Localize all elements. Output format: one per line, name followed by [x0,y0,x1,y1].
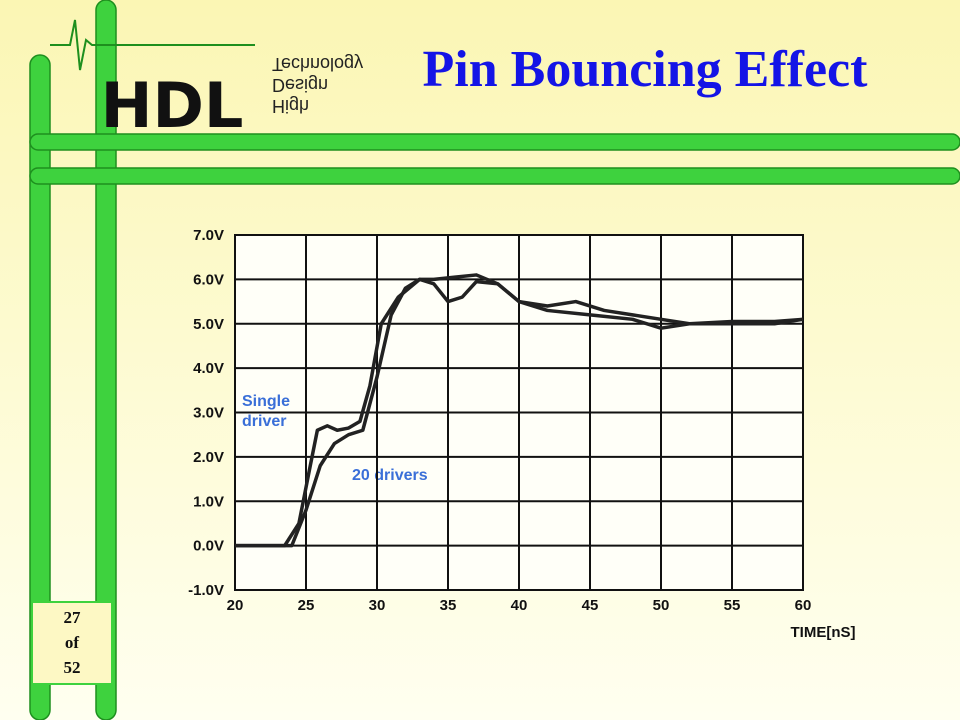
y-tick-label: 3.0V [193,405,224,422]
slide-title: Pin Bouncing Effect [423,41,869,98]
y-tick-label: 6.0V [193,271,224,288]
rails [29,0,960,720]
x-tick-label: 30 [369,597,386,614]
series-line [235,273,804,548]
x-tick-label: 25 [298,597,315,614]
y-tick-label: 5.0V [193,316,224,333]
y-tick-label: 2.0V [193,449,224,466]
page-box [31,601,113,685]
x-tick-label: 45 [582,597,599,614]
page-total: 52 [64,658,81,677]
x-tick-label: 20 [227,597,244,614]
logo-wave [50,19,255,71]
x-axis-label: TIME[nS] [791,624,856,641]
logo-line: Design [272,75,328,95]
logo-line: Technology [272,54,363,74]
annotation: Single driver [242,393,290,430]
page-number: 27 [64,608,82,627]
x-tick-label: 55 [724,597,741,614]
y-tick-label: 4.0V [193,360,224,377]
y-tick-label: 0.0V [193,538,224,555]
series-line [235,277,804,548]
y-tick-label: 1.0V [193,493,224,510]
logo-line: High [272,96,309,116]
x-tick-label: 35 [440,597,457,614]
x-tick-label: 50 [653,597,670,614]
x-tick-label: 60 [795,597,812,614]
x-tick-label: 40 [511,597,528,614]
logo-mark: HDL [101,69,244,142]
annotation: 20 drivers [352,467,428,484]
y-tick-label: -1.0V [188,582,224,599]
page-of: of [65,633,80,652]
logo-text: High Design Technology [272,54,363,116]
y-tick-label: 7.0V [193,227,224,244]
